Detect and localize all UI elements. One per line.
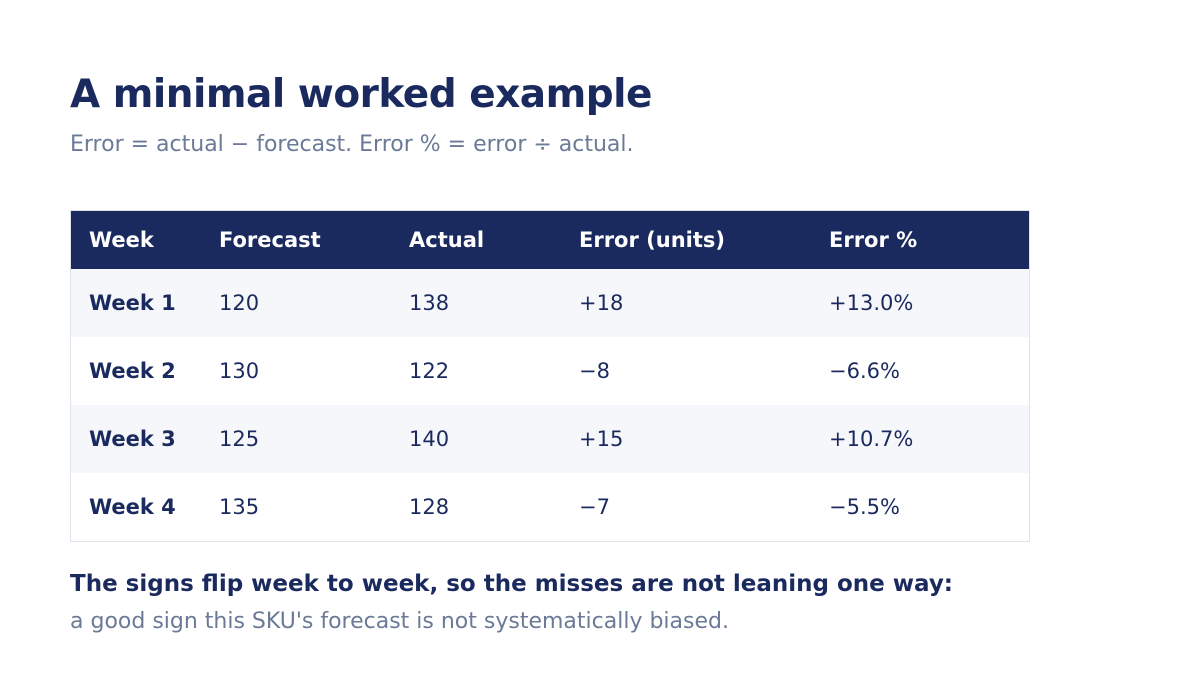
cell-error-units: +18 [579, 291, 624, 315]
column-header-error-pct: Error % [829, 228, 918, 252]
cell-actual: 140 [409, 427, 450, 451]
column-header-week: Week [89, 228, 154, 252]
forecast-error-table: Week Forecast Actual Error (units) Error… [70, 210, 1030, 542]
table-row: Week 2 130 122 −8 −6.6% [71, 337, 1029, 405]
conclusion-detail: a good sign this SKU's forecast is not s… [70, 609, 729, 634]
table-row: Week 4 135 128 −7 −5.5% [71, 473, 1029, 541]
cell-week: Week 1 [89, 291, 176, 315]
cell-forecast: 130 [219, 359, 260, 383]
cell-error-units: +15 [579, 427, 624, 451]
page-subtitle: Error = actual − forecast. Error % = err… [70, 132, 634, 157]
cell-error-pct: −5.5% [829, 495, 900, 519]
cell-actual: 138 [409, 291, 450, 315]
cell-error-pct: +10.7% [829, 427, 914, 451]
column-header-actual: Actual [409, 228, 485, 252]
cell-error-units: −8 [579, 359, 610, 383]
cell-actual: 122 [409, 359, 450, 383]
cell-error-pct: +13.0% [829, 291, 914, 315]
cell-week: Week 4 [89, 495, 176, 519]
cell-error-units: −7 [579, 495, 610, 519]
column-header-error-units: Error (units) [579, 228, 725, 252]
cell-week: Week 3 [89, 427, 176, 451]
conclusion-statement: The signs flip week to week, so the miss… [70, 571, 954, 597]
cell-forecast: 135 [219, 495, 260, 519]
cell-error-pct: −6.6% [829, 359, 900, 383]
cell-forecast: 125 [219, 427, 260, 451]
cell-week: Week 2 [89, 359, 176, 383]
table-row: Week 1 120 138 +18 +13.0% [71, 269, 1029, 337]
table-header-row: Week Forecast Actual Error (units) Error… [71, 211, 1029, 269]
table-row: Week 3 125 140 +15 +10.7% [71, 405, 1029, 473]
cell-actual: 128 [409, 495, 450, 519]
column-header-forecast: Forecast [219, 228, 321, 252]
cell-forecast: 120 [219, 291, 260, 315]
page-title: A minimal worked example [70, 72, 653, 117]
